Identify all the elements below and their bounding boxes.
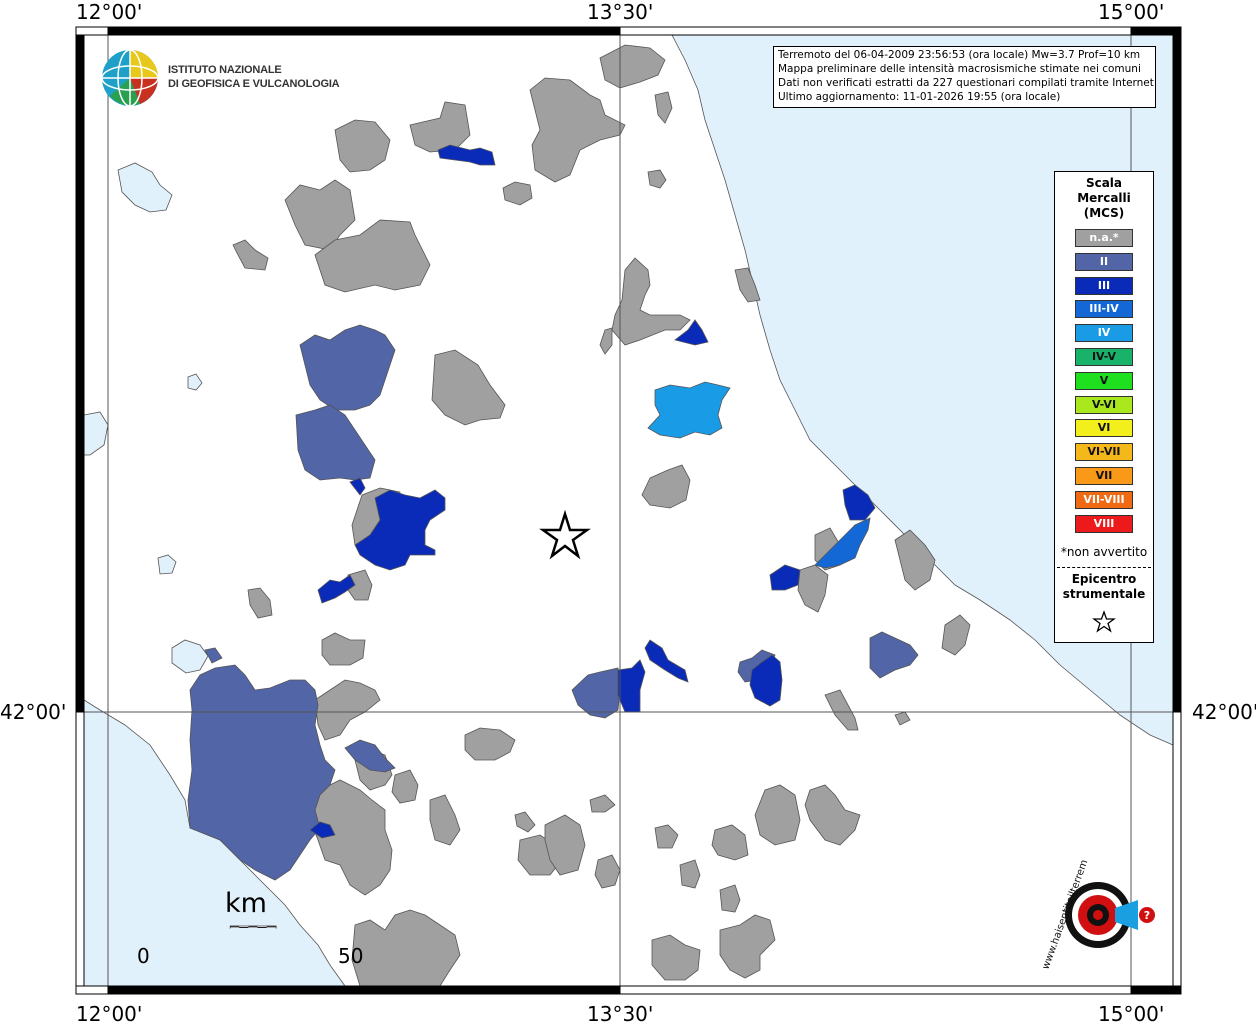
tyrrhenian-sea xyxy=(83,699,346,987)
scale-unit: km xyxy=(225,888,267,919)
ingv-logo-icon xyxy=(101,49,159,107)
municipalities-not-felt xyxy=(232,44,971,987)
event-title: Terremoto del 06-04-2009 23:56:53 (ora l… xyxy=(778,49,1141,61)
mcs-legend: Scala Mercalli (MCS) n.a.* II III III-IV IV I… xyxy=(1054,171,1154,643)
municipalities-intensity-iv xyxy=(647,381,731,439)
legend-separator xyxy=(1057,567,1151,568)
legend-swatch-v-vi: V-VI xyxy=(1075,395,1133,414)
lake-small-1 xyxy=(157,554,177,575)
legend-swatch-n-a: n.a.* xyxy=(1075,229,1133,247)
lat-label-left: 42°00' xyxy=(0,700,67,724)
institute-name-line1: ISTITUTO NAZIONALE xyxy=(168,64,282,76)
last-update: Ultimo aggiornamento: 11-01-2026 19:55 (… xyxy=(778,91,1061,103)
lake-bolsena xyxy=(117,162,173,213)
legend-swatch-vi-vii: VI-VII xyxy=(1075,443,1133,462)
legend-epicenter-label: Epicentro strumentale xyxy=(1062,572,1146,601)
legend-swatch-ii: II xyxy=(1075,252,1133,271)
map-frame xyxy=(75,26,1182,995)
municipalities-intensity-iii-iv xyxy=(814,517,871,569)
lake-small-2 xyxy=(187,373,203,391)
legend-swatch-vii: VII xyxy=(1075,467,1133,485)
legend-swatch-iii-iv: III-IV xyxy=(1075,300,1133,319)
event-info-box: Terremoto del 06-04-2009 23:56:53 (ora l… xyxy=(773,46,1156,108)
legend-note: *non avvertito xyxy=(1060,545,1148,559)
legend-title: Scala Mercalli (MCS) xyxy=(1077,176,1131,220)
lat-label-right: 42°00' xyxy=(1192,700,1256,724)
municipalities-intensity-iii xyxy=(309,144,876,839)
haisentito-logo-icon: ? www.haisentitoilterremoto.it xyxy=(1040,860,1155,971)
legend-swatch-iv: IV xyxy=(1075,324,1133,343)
lon-label-left-top: 12°00' xyxy=(76,0,143,24)
scale-start-label: 0 xyxy=(137,944,150,968)
legend-swatch-iii: III xyxy=(1075,276,1133,295)
map-description: Mappa preliminare delle intensità macros… xyxy=(778,63,1141,75)
scale-end-label: 50 xyxy=(338,944,364,968)
adriatic-sea xyxy=(671,34,1174,746)
scale-bar xyxy=(229,925,277,929)
lon-label-right-top: 15°00' xyxy=(1098,0,1165,24)
lon-label-right-bottom: 15°00' xyxy=(1098,1002,1165,1026)
legend-swatch-iv-v: IV-V xyxy=(1075,348,1133,366)
legend-swatch-vii-viii: VII-VIII xyxy=(1075,490,1133,509)
legend-swatch-v: V xyxy=(1075,371,1133,390)
data-note: Dati non verificati estratti da 227 ques… xyxy=(778,77,1155,89)
graticule xyxy=(84,35,1173,986)
svg-text:?: ? xyxy=(1144,909,1150,922)
lake-bracciano xyxy=(171,639,209,674)
municipalities-intensity-ii xyxy=(187,324,919,881)
institute-name-line2: DI GEOFISICA E VULCANOLOGIA xyxy=(168,78,340,90)
epicenter-star[interactable] xyxy=(539,509,591,560)
lon-label-mid-top: 13°30' xyxy=(587,0,654,24)
lon-label-mid-bottom: 13°30' xyxy=(587,1002,654,1026)
legend-star-icon xyxy=(1092,610,1116,633)
legend-swatch-vi: VI xyxy=(1075,419,1133,438)
legend-swatch-viii: VIII xyxy=(1075,514,1133,533)
lon-label-left-bottom: 12°00' xyxy=(76,1002,143,1026)
